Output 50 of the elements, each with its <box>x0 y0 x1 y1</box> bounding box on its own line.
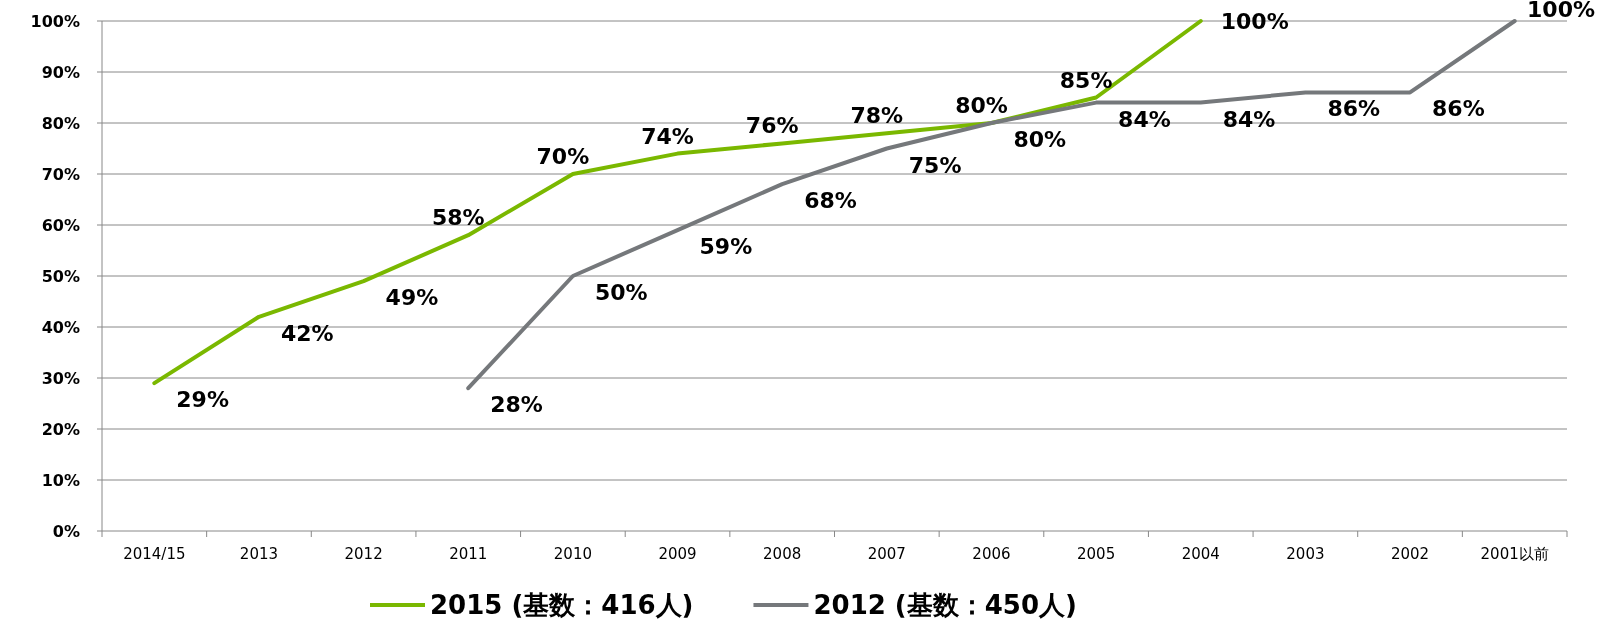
data-label: 80% <box>1013 127 1067 152</box>
data-label: 86% <box>1432 96 1485 122</box>
data-label: 29% <box>176 387 229 413</box>
y-tick-label: 100% <box>30 12 80 31</box>
data-label: 70% <box>536 144 590 169</box>
data-label: 28% <box>490 392 543 418</box>
y-tick-label: 30% <box>41 369 80 388</box>
data-label: 86% <box>1327 96 1381 122</box>
y-tick-label: 20% <box>41 420 80 439</box>
x-tick-label: 2014/15 <box>123 545 186 563</box>
y-tick-label: 60% <box>41 216 80 235</box>
x-tick-label: 2005 <box>1077 545 1116 563</box>
data-label: 58% <box>431 205 485 231</box>
data-label: 75% <box>908 152 962 178</box>
data-label: 84% <box>1118 106 1171 132</box>
data-label: 74% <box>641 123 694 149</box>
data-label: 100% <box>1220 9 1289 34</box>
data-label: 78% <box>850 103 904 129</box>
legend-label: 2012 (基数：450人) <box>813 590 1077 620</box>
data-label: 85% <box>1059 67 1113 93</box>
x-tick-label: 2003 <box>1286 545 1325 563</box>
x-tick-label: 2001以前 <box>1480 545 1549 563</box>
x-tick-label: 2007 <box>867 545 906 563</box>
data-label: 100% <box>1527 0 1595 22</box>
x-tick-label: 2012 <box>344 545 383 563</box>
data-label: 49% <box>385 285 439 311</box>
y-tick-label: 90% <box>41 63 80 82</box>
y-tick-label: 0% <box>52 522 80 541</box>
x-tick-label: 2004 <box>1181 545 1220 563</box>
x-tick-label: 2013 <box>239 545 279 563</box>
x-tick-label: 2002 <box>1390 545 1430 563</box>
y-tick-label: 50% <box>41 267 80 286</box>
x-tick-label: 2008 <box>763 545 802 563</box>
data-label: 68% <box>804 188 857 214</box>
data-label: 42% <box>280 320 334 346</box>
x-tick-label: 2011 <box>449 545 488 563</box>
data-label: 84% <box>1222 106 1276 132</box>
x-tick-label: 2010 <box>553 545 592 563</box>
data-label: 59% <box>699 234 753 260</box>
x-tick-label: 2009 <box>658 545 697 563</box>
x-tick-label: 2006 <box>972 545 1011 563</box>
data-label: 76% <box>745 113 799 139</box>
legend-label: 2015 (基数：416人) <box>430 590 694 620</box>
line-series <box>152 19 1203 386</box>
y-tick-label: 80% <box>41 114 80 133</box>
y-tick-label: 10% <box>41 471 80 490</box>
y-tick-label: 40% <box>41 318 80 337</box>
data-label: 50% <box>594 280 648 305</box>
data-label: 80% <box>955 93 1008 118</box>
y-tick-label: 70% <box>41 165 80 184</box>
